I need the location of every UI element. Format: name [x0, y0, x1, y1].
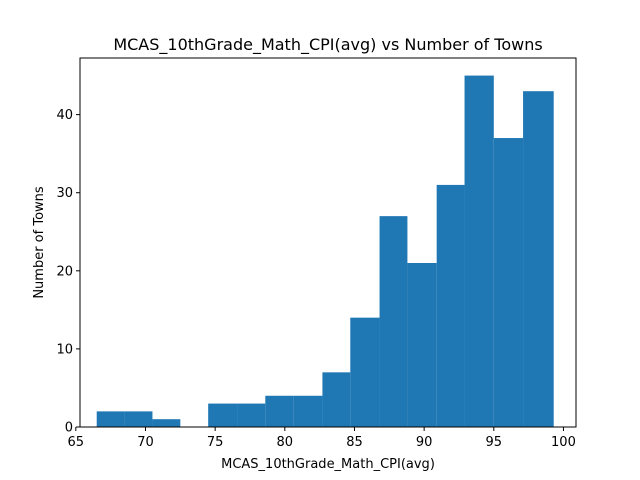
histogram-bar-13: [464, 75, 494, 428]
x-tick-label: 65: [68, 435, 85, 450]
histogram-bar-4: [208, 403, 238, 427]
histogram-bar-5: [237, 403, 266, 427]
x-tick-label: 85: [346, 435, 363, 450]
x-tick-label: 70: [137, 435, 154, 450]
y-ticks-group: 0 10 20 30 40: [56, 108, 80, 436]
chart-title: MCAS_10thGrade_Math_CPI(avg) vs Number o…: [113, 35, 542, 55]
histogram-bar-11: [407, 263, 437, 427]
x-tick-label: 90: [416, 435, 433, 450]
histogram-bar-1: [124, 411, 153, 427]
y-tick-label: 0: [65, 421, 73, 436]
x-tick-label: 80: [277, 435, 294, 450]
y-tick-label: 10: [56, 342, 73, 357]
histogram-bar-14: [493, 138, 524, 428]
axes-frame: [79, 57, 577, 428]
histogram-bar-12: [436, 184, 465, 427]
histogram-bar-9: [350, 317, 380, 427]
y-tick-label: 20: [56, 264, 73, 279]
x-tick-label: 100: [551, 435, 576, 450]
histogram-bar-10: [379, 216, 408, 427]
x-ticks-group: 65 70 75 80 85 90 95 100: [68, 427, 576, 450]
histogram-bar-6: [265, 395, 294, 427]
histogram-bar-0: [96, 411, 125, 427]
histogram-bar-2: [152, 419, 181, 427]
histogram-bar-7: [293, 395, 323, 427]
y-tick-label: 40: [56, 108, 73, 123]
y-axis-label: Number of Towns: [32, 186, 47, 299]
y-tick-label: 30: [56, 186, 73, 201]
histogram-bar-8: [322, 372, 351, 427]
x-axis-label: MCAS_10thGrade_Math_CPI(avg): [221, 457, 435, 472]
bars-group: [96, 75, 554, 428]
histogram-bar-15: [523, 91, 554, 427]
x-tick-label: 95: [486, 435, 503, 450]
x-tick-label: 75: [207, 435, 224, 450]
